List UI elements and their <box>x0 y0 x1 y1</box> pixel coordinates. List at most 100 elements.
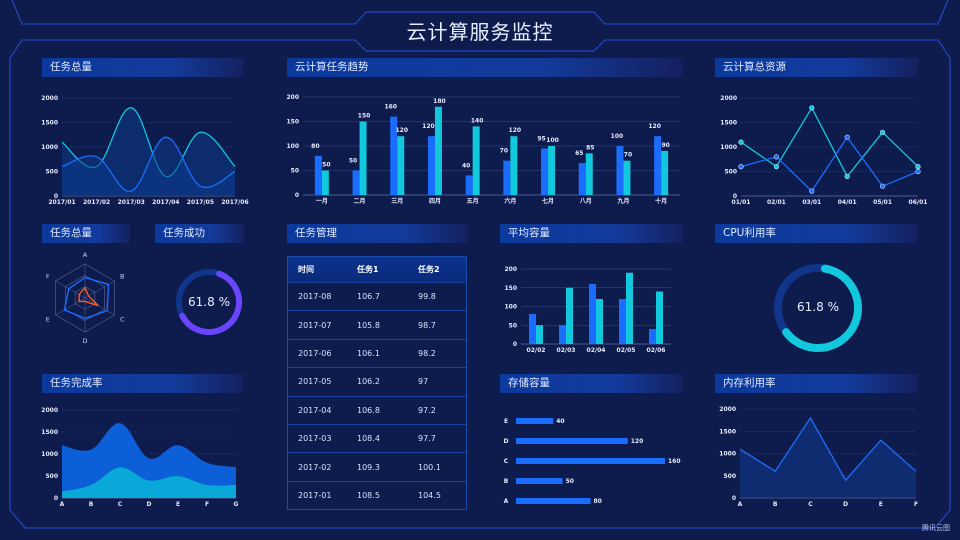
total_tasks-xtick: 2017/05 <box>187 199 214 206</box>
resources-ytick: 1000 <box>720 144 737 151</box>
resources-xtick: 03/01 <box>802 199 821 206</box>
table-cell: 105.8 <box>357 320 380 330</box>
trend-xtick: 四月 <box>429 197 441 205</box>
avg_capacity-xtick: 02/04 <box>587 347 606 354</box>
resources-point <box>915 164 921 170</box>
table-cell: 106.2 <box>357 377 380 387</box>
resources-point <box>738 164 744 170</box>
completion-area-1 <box>62 423 236 492</box>
total_tasks-xtick: 2017/01 <box>48 199 75 206</box>
completion-xtick: F <box>205 501 209 508</box>
total_tasks-area-1 <box>62 137 235 196</box>
memory-ytick: 0 <box>732 495 736 502</box>
panel-header-cpu: CPU利用率 <box>715 224 918 243</box>
storage-bar-label: 50 <box>566 478 574 485</box>
memory-xtick: D <box>843 501 848 508</box>
panel-header-avg-capacity: 平均容量 <box>500 224 683 243</box>
completion-ytick: 1500 <box>41 429 58 436</box>
trend-xtick: 六月 <box>504 197 516 205</box>
trend-xtick: 二月 <box>354 197 366 205</box>
resources-ytick: 500 <box>724 169 737 176</box>
col-header-task2: 任务2 <box>418 265 440 274</box>
total_tasks-xtick: 2017/06 <box>221 199 248 206</box>
trend-bar <box>359 121 367 195</box>
avg_capacity-xtick: 02/06 <box>647 347 666 354</box>
memory-xtick: E <box>879 501 883 508</box>
table-row: 2017-06 106.1 98.2 <box>288 338 466 367</box>
total_tasks-line-1 <box>61 136 236 192</box>
trend-bar-label: 50 <box>349 158 357 165</box>
avg_capacity-bar <box>649 329 656 344</box>
resources-ytick: 1500 <box>720 120 737 127</box>
trend-bar-label: 95 <box>537 135 545 142</box>
trend-ytick: 200 <box>286 94 299 101</box>
avg_capacity-bar <box>619 299 626 344</box>
trend-bar <box>510 136 518 195</box>
radar-indicator: A <box>83 251 88 259</box>
memory-xtick: F <box>914 501 918 508</box>
trend-bar-label: 180 <box>433 98 446 105</box>
table-cell: 2017-05 <box>298 377 332 387</box>
trend-ytick: 50 <box>291 168 299 175</box>
table-cell: 104.5 <box>418 490 441 500</box>
table-row: 2017-02 109.3 100.1 <box>288 452 466 480</box>
table-cell: 97.7 <box>418 434 436 444</box>
total_tasks-xtick: 2017/02 <box>83 199 110 206</box>
trend-bar-label: 70 <box>500 148 508 155</box>
avg_capacity-bar <box>626 272 633 344</box>
storage-category: C <box>504 458 509 465</box>
resources-line-0 <box>740 106 919 178</box>
trend-ytick: 100 <box>286 143 299 150</box>
completion-xtick: A <box>60 501 65 508</box>
table-cell: 2017-02 <box>298 462 332 472</box>
completion-xtick: E <box>176 501 180 508</box>
panel-header-completion: 任务完成率 <box>42 374 244 393</box>
radar-series-1 <box>78 286 99 307</box>
table-cell: 97 <box>418 377 429 387</box>
radar-axis <box>55 280 86 299</box>
total_tasks-ytick: 1000 <box>41 144 58 151</box>
trend-xtick: 七月 <box>542 197 554 205</box>
storage-category: D <box>504 438 509 445</box>
radar-indicator: D <box>82 337 87 345</box>
resources-point <box>773 154 780 160</box>
resources-point <box>844 173 850 179</box>
trend-xtick: 九月 <box>616 197 629 205</box>
trend-bar-label: 85 <box>586 144 594 151</box>
trend-bar <box>314 155 322 195</box>
storage-category: B <box>504 478 509 485</box>
trend-xtick: 一月 <box>316 197 328 205</box>
total_tasks-ytick: 2000 <box>41 95 58 102</box>
panel-header-radar: 任务总量 <box>42 224 130 243</box>
table-row: 2017-05 106.2 97 <box>288 367 466 395</box>
trend-bar <box>623 160 631 195</box>
trend-xtick: 三月 <box>391 197 403 205</box>
completion-ytick: 2000 <box>41 407 58 414</box>
total_tasks-ytick: 0 <box>54 193 58 200</box>
watermark-logo: 腾讯云图 <box>922 524 950 532</box>
resources-point <box>809 105 815 111</box>
table-cell: 100.1 <box>418 462 441 472</box>
panel-header-storage: 存储容量 <box>500 374 683 393</box>
table-cell: 98.7 <box>418 320 436 330</box>
resources-xtick: 06/01 <box>909 199 928 206</box>
storage-bar <box>516 478 563 484</box>
trend-bar <box>578 163 586 195</box>
avg_capacity-xtick: 02/02 <box>527 347 546 354</box>
trend-bar <box>434 106 442 195</box>
trend-bar-label: 65 <box>575 150 583 157</box>
trend-bar-label: 90 <box>661 142 669 149</box>
storage-bar-label: 40 <box>556 418 564 425</box>
radar-indicator: F <box>46 273 50 281</box>
total_tasks-xtick: 2017/03 <box>118 199 145 206</box>
table-cell: 98.2 <box>418 348 436 358</box>
avg_capacity-xtick: 02/03 <box>557 347 576 354</box>
avg_capacity-ytick: 100 <box>504 304 517 311</box>
radar-indicator: C <box>120 316 125 324</box>
table-cell: 106.1 <box>357 348 380 358</box>
completion-ytick: 1000 <box>41 451 58 458</box>
panel-header-total-tasks: 任务总量 <box>42 58 244 77</box>
memory-xtick: C <box>808 501 813 508</box>
table-cell: 99.8 <box>418 292 436 302</box>
table-cell: 2017-08 <box>298 292 332 302</box>
